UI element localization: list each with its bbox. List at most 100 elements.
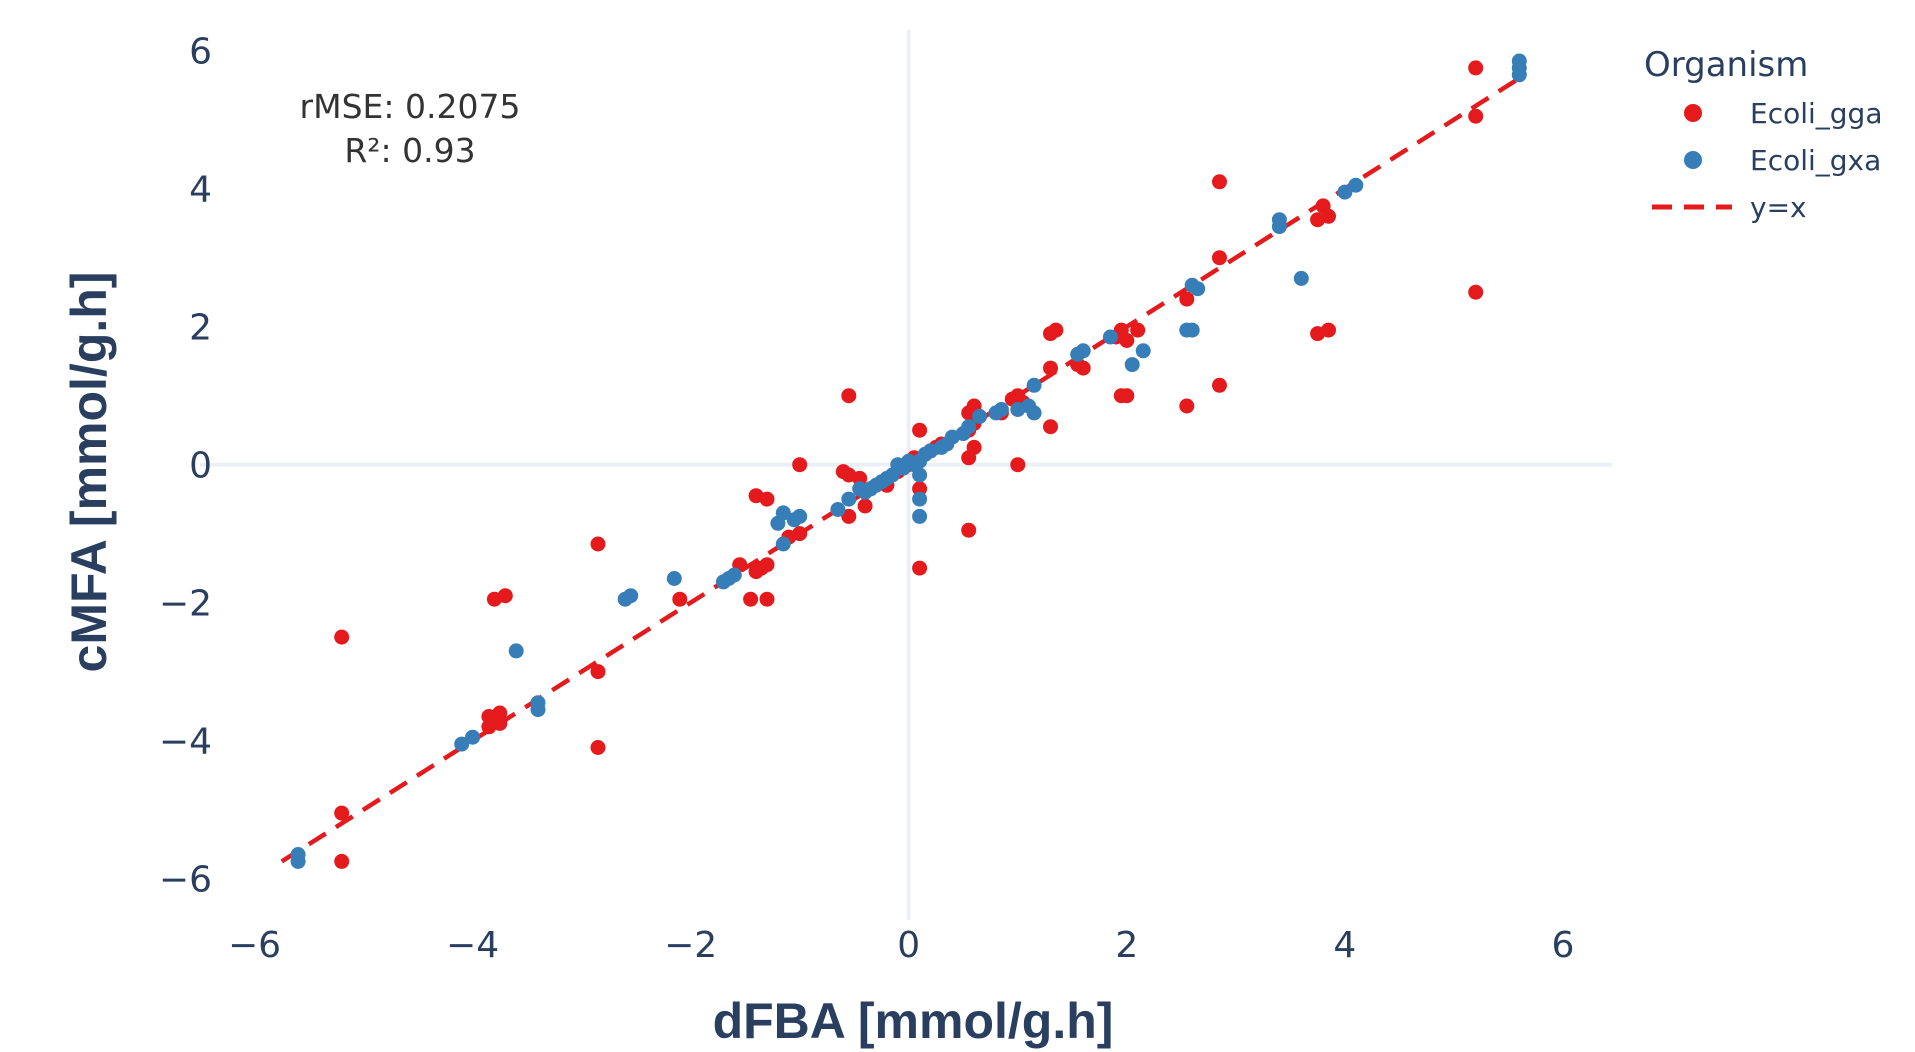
y-tick-label: 6 [189,32,212,73]
point-ecoli-gga-65 [743,591,759,607]
x-axis-ticks: −6 −4 −2 0 2 4 6 [228,925,1574,966]
point-ecoli-gga-2 [1468,284,1484,300]
point-ecoli-gxa-49 [786,512,802,528]
legend: Organism Ecoli_gga Ecoli_gxa y=x [1644,45,1882,224]
point-ecoli-gxa-3 [1348,177,1364,193]
point-ecoli-gxa-62 [465,729,481,745]
point-ecoli-gga-5 [1212,377,1227,393]
y-tick-label: 0 [189,446,212,487]
point-ecoli-gga-3 [1212,174,1227,190]
point-ecoli-gga-54 [841,508,857,524]
point-ecoli-gga-52 [841,388,857,404]
data-points [290,53,1527,869]
point-ecoli-gga-35 [961,450,977,466]
point-ecoli-gxa-7 [1293,270,1309,286]
point-ecoli-gga-10 [1321,322,1336,338]
legend-title: Organism [1644,45,1808,85]
point-ecoli-gga-71 [497,588,513,604]
point-ecoli-gxa-20 [1010,402,1026,417]
point-ecoli-gga-12 [1179,398,1195,414]
point-ecoli-gxa-14 [1102,329,1118,345]
y-tick-label: −6 [159,860,212,901]
point-ecoli-gga-55 [792,457,808,473]
point-ecoli-gga-22 [1075,360,1091,376]
point-ecoli-gga-66 [672,591,688,607]
point-ecoli-gxa-12 [1135,343,1151,359]
point-ecoli-gga-36 [961,522,977,538]
legend-label-ecoli-gxa: Ecoli_gxa [1750,144,1881,177]
point-ecoli-gxa-46 [841,491,857,507]
point-ecoli-gga-11 [1179,291,1195,307]
point-ecoli-gga-14 [1048,322,1064,338]
point-ecoli-gga-1 [1468,108,1484,124]
point-ecoli-gxa-11 [1179,322,1195,338]
point-ecoli-gga-73 [481,709,497,724]
point-ecoli-gga-77 [334,805,350,821]
point-ecoli-gga-4 [1212,250,1227,266]
point-ecoli-gxa-51 [770,515,786,531]
point-ecoli-gga-23 [1043,360,1058,376]
point-ecoli-gxa-6 [1271,219,1287,235]
point-ecoli-gga-53 [857,498,873,514]
point-ecoli-gxa-59 [508,643,524,659]
point-ecoli-gga-42 [912,560,928,576]
point-ecoli-gga-67 [590,536,606,552]
point-ecoli-gxa-19 [1026,405,1042,421]
point-ecoli-gxa-47 [830,502,846,517]
point-ecoli-gxa-9 [1190,281,1206,297]
point-ecoli-gga-51 [835,464,851,480]
point-ecoli-gga-25 [1010,457,1026,473]
point-ecoli-gxa-23 [972,408,988,424]
x-tick-label: 0 [897,925,920,966]
point-ecoli-gxa-4 [1337,184,1353,200]
point-ecoli-gga-40 [912,422,928,438]
point-ecoli-gxa-55 [715,574,731,590]
x-tick-label: −4 [446,925,499,966]
point-ecoli-gxa-13 [1124,357,1140,373]
x-tick-label: 4 [1333,925,1356,966]
y-tick-label: 4 [189,170,212,211]
legend-marker-ecoli-gga [1684,104,1702,122]
point-ecoli-gga-18 [1119,333,1135,348]
point-ecoli-gxa-45 [852,481,868,497]
point-ecoli-gga-8 [1321,208,1336,224]
point-ecoli-gxa-16 [1070,346,1086,362]
point-ecoli-gga-63 [748,564,764,580]
y-tick-label: −2 [159,584,212,625]
x-axis-title: dFBA [mmol/g.h] [713,993,1114,1049]
annotation-r2: R²: 0.93 [344,131,475,170]
point-ecoli-gxa-63 [454,736,470,752]
point-ecoli-gxa-56 [666,571,682,586]
point-ecoli-gga-20 [1119,388,1135,404]
point-ecoli-gga-78 [334,853,350,869]
y-axis-title: cMFA [mmol/g.h] [61,272,117,673]
annotation-rmse: rMSE: 0.2075 [300,87,521,126]
point-ecoli-gga-41 [912,481,928,497]
legend-label-y-equals-x: y=x [1750,191,1807,224]
point-ecoli-gxa-52 [775,536,791,552]
point-ecoli-gga-68 [590,664,606,680]
y-axis-ticks: −6 −4 −2 0 2 4 6 [159,32,212,901]
legend-label-ecoli-gga: Ecoli_gga [1750,97,1882,130]
x-tick-label: −2 [664,925,717,966]
point-ecoli-gxa-65 [290,853,306,869]
point-ecoli-gxa-17 [1026,377,1042,393]
point-ecoli-gga-64 [759,591,775,607]
x-tick-label: −6 [228,925,281,966]
point-ecoli-gga-76 [334,629,350,645]
point-ecoli-gga-69 [590,740,606,755]
point-ecoli-gxa-61 [530,702,546,718]
y-tick-label: −4 [159,722,212,763]
point-ecoli-gga-0 [1468,60,1484,76]
point-ecoli-gga-17 [1130,322,1146,338]
x-tick-label: 6 [1551,925,1574,966]
point-ecoli-gxa-33 [912,491,928,507]
point-ecoli-gxa-2 [1511,67,1527,83]
point-ecoli-gga-59 [748,488,764,504]
point-ecoli-gga-75 [481,719,497,735]
point-ecoli-gxa-22 [988,405,1004,421]
legend-marker-ecoli-gxa [1684,151,1702,169]
point-ecoli-gga-24 [1043,419,1058,435]
x-tick-label: 2 [1115,925,1138,966]
